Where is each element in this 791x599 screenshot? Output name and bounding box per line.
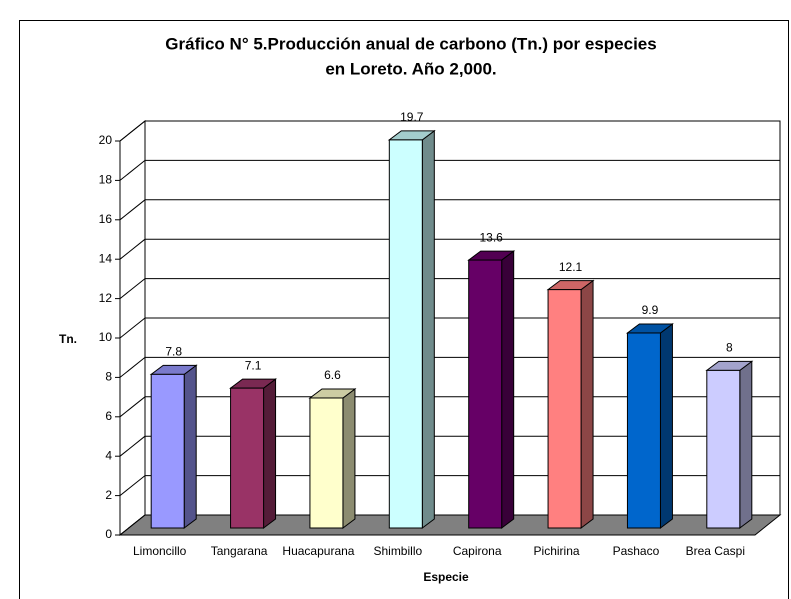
x-tick-label: Pichirina: [534, 544, 580, 558]
grid-line: [119, 396, 146, 418]
bar-side: [263, 378, 277, 529]
x-tick-label: Capirona: [453, 544, 502, 558]
grid-line: [119, 317, 146, 339]
y-tick-label: 18: [99, 173, 113, 187]
x-tick-label: Shimbillo: [373, 544, 422, 558]
value-label: 13.6: [480, 230, 504, 244]
bar: [309, 397, 344, 529]
value-label: 7.1: [245, 358, 262, 372]
y-tick-label: 16: [99, 212, 113, 226]
y-tick-label: 8: [105, 370, 112, 384]
value-label: 8: [726, 341, 733, 355]
y-tick-label: 2: [105, 488, 112, 502]
bar-side: [501, 250, 515, 529]
grid-line: [119, 238, 146, 260]
y-tick-label: 14: [99, 251, 113, 265]
bar: [468, 259, 503, 529]
grid-line: [119, 435, 146, 457]
bar: [706, 369, 741, 529]
grid-line: [119, 278, 146, 299]
y-tick-label: 10: [99, 330, 113, 344]
bar-side: [580, 279, 594, 529]
value-label: 7.8: [165, 345, 182, 359]
bar-side: [342, 387, 356, 529]
grid-line: [119, 475, 146, 496]
bar-side: [421, 129, 435, 529]
chart-title: en Loreto. Año 2,000.: [325, 59, 496, 78]
y-axis-title: Tn.: [59, 332, 77, 346]
y-tick-label: 6: [105, 409, 112, 423]
x-axis-title: Especie: [423, 570, 469, 584]
chart-title: Gráfico N° 5.Producción anual de carbono…: [165, 34, 656, 53]
x-tick-label: Huacapurana: [282, 544, 354, 558]
bar: [626, 332, 661, 529]
bar-side: [739, 360, 753, 529]
grid-line: [119, 357, 146, 378]
grid-line: [119, 160, 146, 181]
y-tick-label: 20: [99, 133, 113, 147]
x-tick-label: Limoncillo: [133, 544, 187, 558]
bar: [230, 387, 265, 529]
grid-line: [119, 199, 146, 221]
bar: [150, 373, 185, 529]
value-label: 19.7: [400, 110, 424, 124]
y-tick-label: 12: [99, 291, 113, 305]
grid-line: [119, 514, 146, 536]
value-label: 6.6: [324, 368, 341, 382]
grid-line: [119, 120, 146, 142]
value-label: 9.9: [642, 303, 659, 317]
x-tick-label: Pashaco: [613, 544, 660, 558]
value-label: 12.1: [559, 260, 583, 274]
y-tick-label: 0: [105, 527, 112, 541]
y-tick-label: 4: [105, 448, 112, 462]
bar-side: [183, 364, 197, 529]
x-tick-label: Brea Caspi: [686, 544, 745, 558]
floor: [118, 514, 782, 536]
bar: [388, 139, 423, 529]
x-tick-label: Tangarana: [211, 544, 268, 558]
bar: [547, 289, 582, 529]
bar-side: [659, 322, 673, 529]
